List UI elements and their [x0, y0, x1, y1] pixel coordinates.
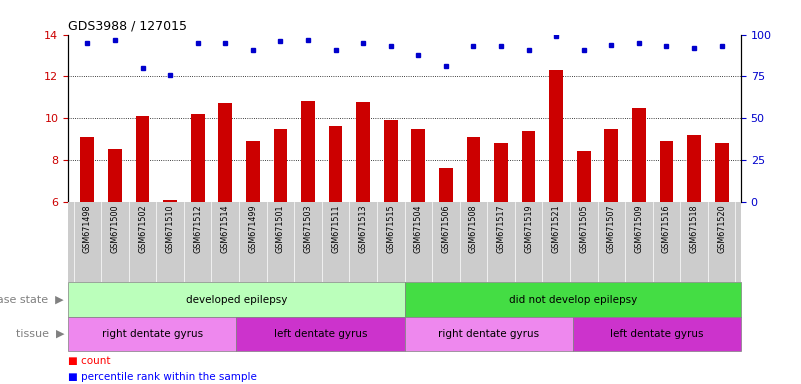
Text: GSM671516: GSM671516 [662, 204, 671, 253]
Text: ■ percentile rank within the sample: ■ percentile rank within the sample [68, 372, 257, 382]
Bar [135, 116, 150, 202]
Text: GSM671508: GSM671508 [469, 204, 478, 253]
Text: GSM671498: GSM671498 [83, 204, 92, 253]
Bar [687, 135, 701, 202]
Text: left dentate gyrus: left dentate gyrus [274, 329, 367, 339]
Bar [521, 131, 536, 202]
Text: GSM671503: GSM671503 [304, 204, 312, 253]
Bar [605, 129, 618, 202]
Text: GSM671500: GSM671500 [111, 204, 119, 253]
Bar [577, 152, 590, 202]
Text: did not develop epilepsy: did not develop epilepsy [509, 295, 637, 305]
Text: left dentate gyrus: left dentate gyrus [610, 329, 703, 339]
Bar [714, 143, 729, 202]
Text: GSM671504: GSM671504 [414, 204, 423, 253]
Bar [632, 108, 646, 202]
Text: GSM671518: GSM671518 [690, 204, 698, 253]
Bar [384, 120, 397, 202]
Bar [466, 137, 481, 202]
Bar [439, 168, 453, 202]
Bar [273, 129, 288, 202]
Bar [659, 141, 674, 202]
Bar [549, 70, 563, 202]
Bar [573, 317, 741, 351]
Bar [219, 103, 232, 202]
Bar [356, 103, 370, 202]
Bar [108, 149, 122, 202]
Text: GSM671509: GSM671509 [634, 204, 643, 253]
Text: ■ count: ■ count [68, 356, 111, 366]
Bar [163, 200, 177, 202]
Text: GDS3988 / 127015: GDS3988 / 127015 [68, 19, 187, 32]
Bar [412, 129, 425, 202]
Text: disease state  ▶: disease state ▶ [0, 295, 64, 305]
Text: GSM671514: GSM671514 [221, 204, 230, 253]
Bar [405, 317, 573, 351]
Text: GSM671513: GSM671513 [359, 204, 368, 253]
Text: GSM671520: GSM671520 [717, 204, 727, 253]
Text: GSM671499: GSM671499 [248, 204, 257, 253]
Text: tissue  ▶: tissue ▶ [15, 329, 64, 339]
Text: right dentate gyrus: right dentate gyrus [102, 329, 203, 339]
Text: GSM671506: GSM671506 [441, 204, 450, 253]
Text: GSM671502: GSM671502 [138, 204, 147, 253]
Bar [80, 137, 95, 202]
Text: GSM671517: GSM671517 [497, 204, 505, 253]
Bar [68, 282, 405, 317]
Bar [494, 143, 508, 202]
Bar [328, 126, 343, 202]
Bar [301, 101, 315, 202]
Text: GSM671505: GSM671505 [579, 204, 588, 253]
Bar [246, 141, 260, 202]
Text: GSM671507: GSM671507 [607, 204, 616, 253]
Text: GSM671519: GSM671519 [524, 204, 533, 253]
Text: GSM671511: GSM671511 [331, 204, 340, 253]
Bar [68, 317, 236, 351]
Bar [405, 282, 741, 317]
Text: GSM671510: GSM671510 [166, 204, 175, 253]
Text: GSM671521: GSM671521 [552, 204, 561, 253]
Text: GSM671501: GSM671501 [276, 204, 285, 253]
Text: developed epilepsy: developed epilepsy [186, 295, 287, 305]
Bar [236, 317, 405, 351]
Text: right dentate gyrus: right dentate gyrus [438, 329, 539, 339]
Bar [191, 114, 204, 202]
Text: GSM671512: GSM671512 [193, 204, 202, 253]
Text: GSM671515: GSM671515 [386, 204, 395, 253]
